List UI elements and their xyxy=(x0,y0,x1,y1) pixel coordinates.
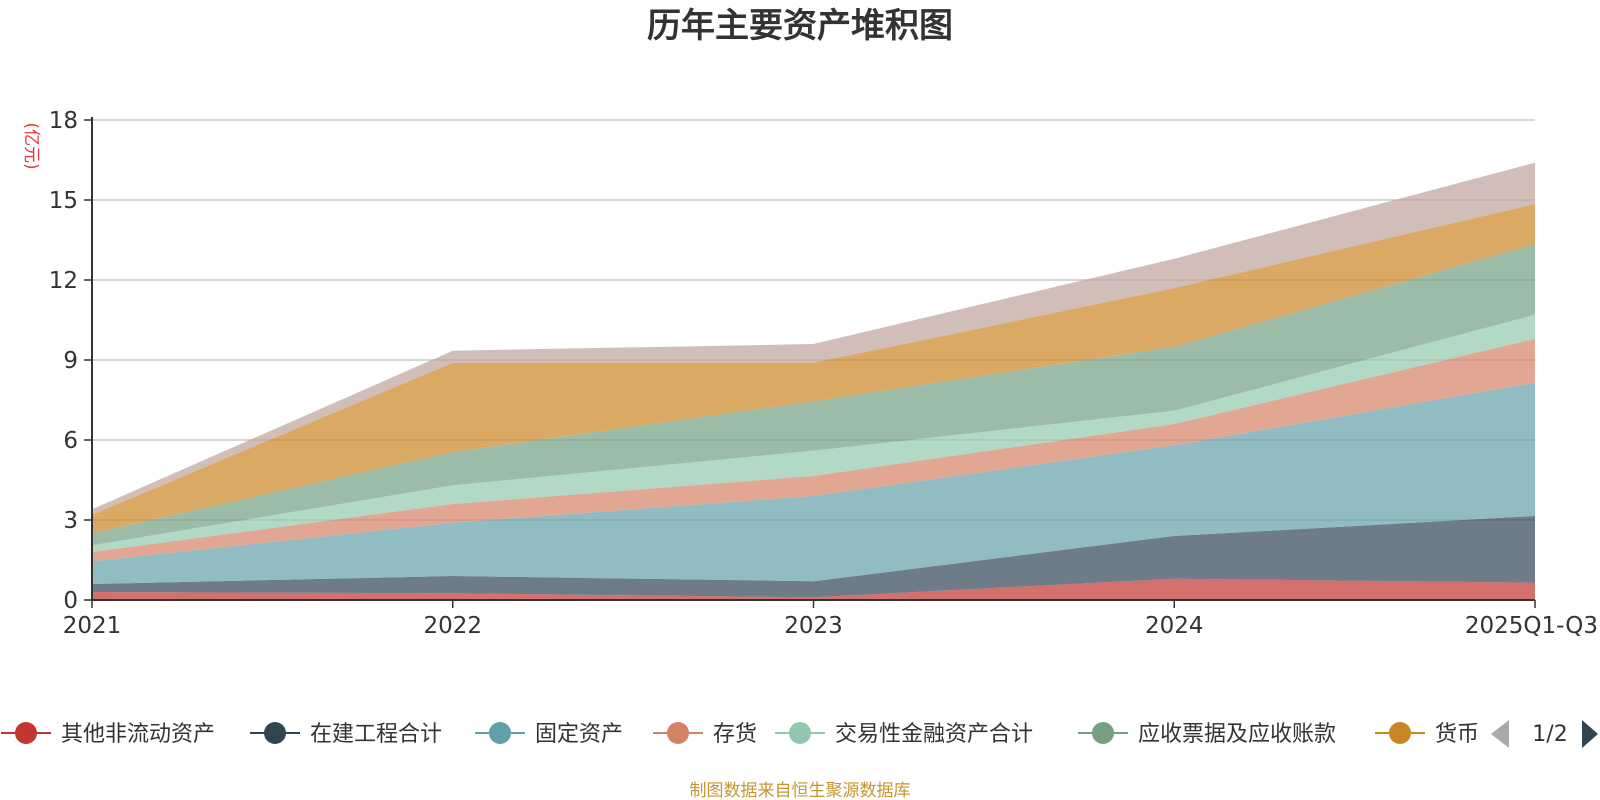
y-tick-label: 12 xyxy=(49,268,78,294)
legend-circle-marker xyxy=(1389,722,1411,744)
legend-next-page-icon[interactable] xyxy=(1582,720,1598,748)
legend: 其他非流动资产 在建工程合计 固定资产 存货 交易性金融资产合计 应收票据及应收账款 货币 1… xyxy=(1,720,1598,748)
legend-label: 存货 xyxy=(713,722,757,747)
legend-item-1[interactable]: 在建工程合计 xyxy=(250,722,442,747)
legend-circle-marker xyxy=(489,722,511,744)
legend-item-5[interactable]: 应收票据及应收账款 xyxy=(1078,722,1336,747)
y-tick-label: 6 xyxy=(63,428,78,454)
legend-page-indicator: 1/2 xyxy=(1532,722,1567,747)
chart-title: 历年主要资产堆积图 xyxy=(647,6,953,46)
legend-prev-page-icon[interactable] xyxy=(1491,720,1509,748)
data-source-note: 制图数据来自恒生聚源数据库 xyxy=(690,781,911,800)
legend-item-6[interactable]: 货币 xyxy=(1375,722,1479,747)
legend-label: 在建工程合计 xyxy=(310,722,442,747)
legend-item-3[interactable]: 存货 xyxy=(653,722,757,747)
legend-label: 交易性金融资产合计 xyxy=(835,722,1033,747)
area-series-1 xyxy=(92,516,1535,598)
x-tick-label: 2025Q1-Q3 xyxy=(1465,613,1598,639)
legend-circle-marker xyxy=(1092,722,1114,744)
legend-item-0[interactable]: 其他非流动资产 xyxy=(1,722,215,747)
x-tick-label: 2024 xyxy=(1145,613,1204,639)
legend-circle-marker xyxy=(15,722,37,744)
legend-circle-marker xyxy=(667,722,689,744)
x-tick-label: 2022 xyxy=(423,613,482,639)
area-series-6 xyxy=(92,204,1535,534)
legend-item-2[interactable]: 固定资产 xyxy=(475,722,623,747)
area-series-5 xyxy=(92,244,1535,546)
legend-label: 应收票据及应收账款 xyxy=(1138,722,1336,747)
area-series-3 xyxy=(92,338,1535,562)
legend-label: 货币 xyxy=(1435,722,1479,747)
area-series-4 xyxy=(92,314,1535,552)
area-series-2 xyxy=(92,382,1535,584)
area-series-0 xyxy=(92,578,1535,600)
legend-label: 固定资产 xyxy=(535,722,623,747)
y-tick-label: 15 xyxy=(49,188,78,214)
x-tick-label: 2023 xyxy=(784,613,843,639)
legend-circle-marker xyxy=(264,722,286,744)
area-series xyxy=(92,162,1535,600)
x-tick-label: 2021 xyxy=(63,613,122,639)
legend-label: 其他非流动资产 xyxy=(61,722,215,747)
legend-item-4[interactable]: 交易性金融资产合计 xyxy=(775,722,1033,747)
y-tick-label: 3 xyxy=(63,508,78,534)
y-tick-label: 0 xyxy=(63,588,78,614)
y-axis-unit-label: (亿元) xyxy=(21,122,41,169)
y-tick-label: 18 xyxy=(49,108,78,134)
y-tick-label: 9 xyxy=(63,348,78,374)
axes: 0 3 6 9 12 15 18 2021 2022 2023 2024 2025Q1-Q3 xyxy=(49,108,1598,639)
legend-circle-marker xyxy=(789,722,811,744)
